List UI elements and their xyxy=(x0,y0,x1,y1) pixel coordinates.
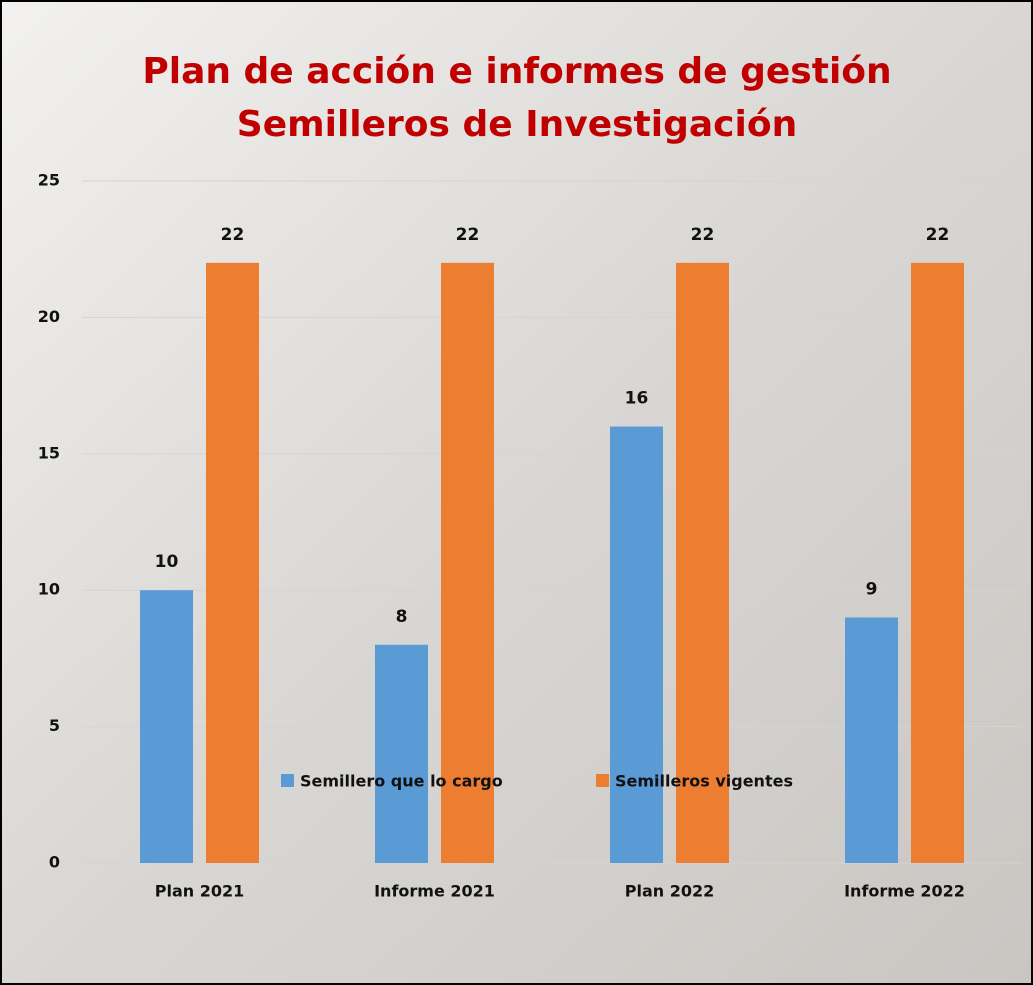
bar xyxy=(206,262,259,864)
x-tick-label: Informe 2021 xyxy=(374,882,495,901)
legend-swatch xyxy=(596,774,609,787)
y-tick-label: 15 xyxy=(38,443,60,462)
bar xyxy=(441,262,494,864)
value-label: 22 xyxy=(926,225,950,245)
bar xyxy=(845,617,898,863)
x-tick-label: Plan 2021 xyxy=(155,882,245,901)
x-tick-label: Plan 2022 xyxy=(625,882,715,901)
y-tick-label: 25 xyxy=(38,171,60,190)
y-tick-label: 20 xyxy=(38,307,60,326)
y-tick-label: 0 xyxy=(49,853,60,872)
bar xyxy=(911,262,964,864)
bar xyxy=(140,590,193,863)
chart-title: Semilleros de Investigación xyxy=(237,104,797,145)
bar xyxy=(676,262,729,864)
legend-label: Semilleros vigentes xyxy=(615,772,793,791)
value-label: 8 xyxy=(396,607,408,627)
x-tick-label: Informe 2022 xyxy=(844,882,965,901)
value-label: 22 xyxy=(221,225,245,245)
y-tick-label: 10 xyxy=(38,580,60,599)
legend-swatch xyxy=(281,774,294,787)
value-label: 16 xyxy=(625,389,649,409)
value-label: 22 xyxy=(691,225,715,245)
y-tick-label: 5 xyxy=(49,716,60,735)
bar xyxy=(610,426,663,863)
bar xyxy=(375,644,428,863)
value-label: 22 xyxy=(456,225,480,245)
legend-label: Semillero que lo cargo xyxy=(300,772,503,791)
value-label: 9 xyxy=(866,579,878,599)
value-label: 10 xyxy=(155,552,179,572)
chart-title: Plan de acción e informes de gestión xyxy=(142,51,891,92)
